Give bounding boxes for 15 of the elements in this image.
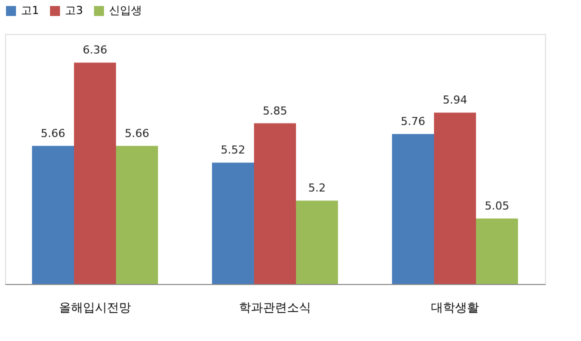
data-label: 5.94 — [442, 94, 468, 107]
data-label: 5.2 — [308, 182, 326, 195]
data-label: 5.66 — [124, 126, 150, 140]
data-label: 5.76 — [400, 115, 426, 128]
legend-label: 고1 — [21, 4, 39, 17]
data-label: 5.85 — [262, 104, 288, 118]
data-label: 6.36 — [82, 44, 108, 57]
x-tick-label: 올해입시전망 — [59, 300, 131, 314]
data-label: 5.05 — [484, 200, 510, 213]
data-label: 5.52 — [220, 144, 246, 157]
legend-label: 신입생 — [109, 4, 142, 17]
x-tick-label: 대학생활 — [431, 300, 479, 314]
x-tick-label: 학과관련소식 — [239, 300, 311, 314]
data-label: 5.66 — [40, 126, 66, 140]
legend-label: 고3 — [65, 4, 83, 17]
